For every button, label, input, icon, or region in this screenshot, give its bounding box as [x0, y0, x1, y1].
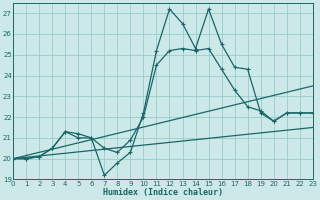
X-axis label: Humidex (Indice chaleur): Humidex (Indice chaleur) [103, 188, 223, 197]
